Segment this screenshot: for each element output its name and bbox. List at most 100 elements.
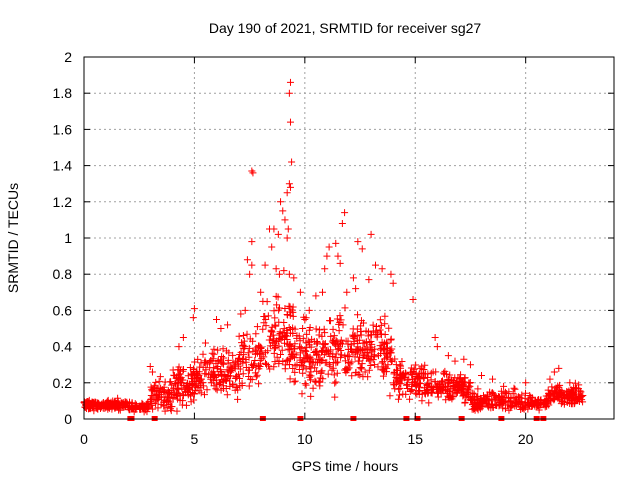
data-point <box>466 361 474 369</box>
data-point <box>515 393 523 401</box>
data-point <box>332 239 340 247</box>
data-point <box>251 369 259 377</box>
data-point <box>217 356 225 364</box>
data-point <box>558 397 566 405</box>
data-point <box>454 374 462 382</box>
data-point <box>283 234 291 242</box>
data-point <box>285 180 293 188</box>
data-point <box>422 387 430 395</box>
data-point <box>179 334 187 342</box>
data-point <box>203 386 211 394</box>
data-point <box>189 314 197 322</box>
data-point <box>267 332 275 340</box>
data-point <box>395 385 403 393</box>
data-point <box>397 362 405 370</box>
data-point <box>302 355 310 363</box>
data-point <box>448 395 456 403</box>
data-point <box>510 384 518 392</box>
data-point <box>160 402 168 410</box>
data-point <box>148 399 156 407</box>
data-point <box>391 381 399 389</box>
data-point <box>286 78 294 86</box>
x-tick-label: 15 <box>407 431 423 447</box>
data-point <box>356 371 364 379</box>
data-point <box>349 274 357 282</box>
data-point <box>509 390 517 398</box>
data-point <box>166 378 174 386</box>
data-point <box>425 399 433 407</box>
data-point <box>147 396 155 404</box>
data-point <box>176 370 184 378</box>
data-point <box>544 386 552 394</box>
data-point <box>290 354 298 362</box>
data-point <box>306 353 314 361</box>
data-point <box>403 381 411 389</box>
data-point <box>269 339 277 347</box>
data-point <box>290 378 298 386</box>
data-point <box>324 370 332 378</box>
data-point <box>133 403 141 411</box>
data-point <box>235 374 243 382</box>
data-point <box>214 370 222 378</box>
data-point <box>213 315 220 323</box>
data-point <box>380 339 388 347</box>
data-point <box>188 380 196 388</box>
data-point <box>236 382 244 390</box>
data-point <box>387 270 395 278</box>
data-point <box>245 353 253 361</box>
data-point <box>474 396 482 404</box>
data-point <box>312 378 320 386</box>
data-point <box>284 356 292 364</box>
data-point <box>217 386 225 394</box>
data-point <box>518 398 526 406</box>
data-point <box>239 370 247 378</box>
data-point <box>460 391 468 399</box>
data-point <box>395 379 403 387</box>
data-point <box>474 401 482 409</box>
data-point <box>286 341 294 349</box>
data-point <box>343 288 351 296</box>
data-point <box>476 400 484 408</box>
data-point <box>291 377 299 385</box>
data-point <box>341 209 349 217</box>
y-tick-label: 1 <box>64 230 72 246</box>
data-point <box>371 345 379 353</box>
data-point <box>239 332 247 340</box>
data-point <box>354 357 362 365</box>
data-point <box>578 392 586 400</box>
data-point <box>357 328 365 336</box>
data-point <box>246 270 254 278</box>
data-point <box>363 349 371 357</box>
data-point <box>259 297 267 305</box>
data-point <box>574 396 582 404</box>
data-point <box>423 384 431 392</box>
data-point <box>218 359 226 367</box>
data-point <box>280 267 288 275</box>
data-point <box>173 407 181 415</box>
data-point <box>394 377 402 385</box>
data-point <box>248 238 256 246</box>
data-point <box>286 311 294 319</box>
data-point <box>299 369 307 377</box>
data-point <box>325 243 333 251</box>
data-point <box>446 393 454 401</box>
data-point <box>376 326 384 334</box>
data-point <box>266 225 273 233</box>
data-point <box>313 338 321 346</box>
data-point <box>550 368 558 376</box>
data-point <box>438 386 446 394</box>
y-tick-label: 0.2 <box>53 375 73 391</box>
data-point <box>460 378 468 386</box>
data-point <box>346 360 354 368</box>
data-point <box>199 363 207 371</box>
data-point <box>237 310 245 318</box>
data-point <box>160 383 168 391</box>
data-point <box>244 349 252 357</box>
data-point <box>174 366 182 374</box>
data-point <box>361 368 369 376</box>
data-point <box>499 395 507 403</box>
data-point <box>524 400 532 408</box>
data-point <box>372 261 379 269</box>
data-point <box>460 355 468 363</box>
data-point <box>431 334 439 342</box>
